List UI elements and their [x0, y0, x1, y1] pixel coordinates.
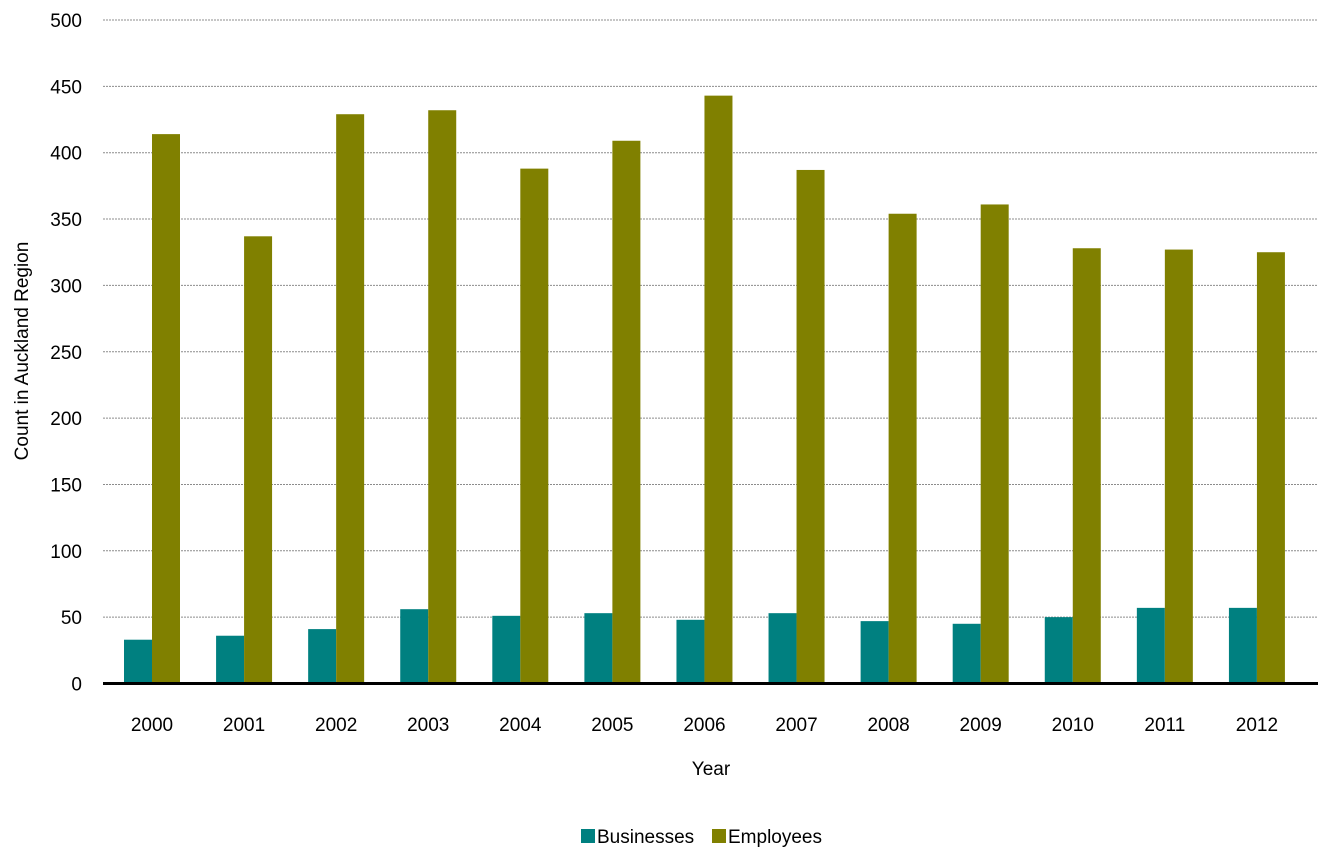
legend-label-businesses: Businesses [597, 827, 694, 848]
y-tick-label: 150 [50, 475, 82, 496]
x-tick-label: 2000 [131, 715, 173, 736]
bar-businesses-2010 [1044, 617, 1073, 684]
bar-businesses-2001 [216, 635, 245, 684]
bar-employees-2009 [980, 204, 1009, 684]
bar-employees-2001 [244, 236, 273, 684]
bar-businesses-2008 [860, 621, 889, 684]
bar-employees-2005 [612, 140, 641, 684]
legend-swatch-employees [712, 829, 726, 843]
bar-businesses-2012 [1228, 607, 1257, 684]
y-axis-title: Count in Auckland Region [12, 242, 33, 461]
bar-businesses-2004 [492, 615, 521, 684]
y-tick-label: 0 [71, 675, 82, 696]
y-tick-label: 100 [50, 542, 82, 563]
bar-employees-2006 [704, 95, 733, 684]
x-tick-label: 2004 [499, 715, 542, 736]
legend-swatch-businesses [581, 829, 595, 843]
bar-employees-2011 [1164, 249, 1193, 684]
y-tick-label: 450 [50, 77, 82, 98]
y-tick-label: 250 [50, 343, 82, 364]
x-tick-label: 2006 [683, 715, 725, 736]
y-tick-label: 50 [61, 608, 82, 629]
x-tick-label: 2003 [407, 715, 449, 736]
legend: Businesses Employees [581, 827, 822, 848]
bar-businesses-2003 [400, 609, 429, 684]
bar-employees-2002 [336, 114, 365, 684]
x-tick-label: 2010 [1052, 715, 1094, 736]
bar-employees-2000 [152, 134, 180, 684]
bar-businesses-2002 [308, 629, 337, 684]
bar-businesses-2009 [952, 623, 981, 684]
bar-businesses-2006 [676, 619, 705, 684]
y-tick-label: 400 [50, 144, 82, 165]
bar-employees-2012 [1256, 252, 1285, 684]
bar-businesses-2007 [768, 613, 797, 684]
x-axis-ticks: 2000 2001 2002 2003 2004 2005 2006 2007 2008 2009… [131, 715, 1278, 736]
bar-businesses-2005 [584, 613, 613, 684]
x-tick-label: 2011 [1144, 715, 1185, 736]
x-tick-label: 2002 [315, 715, 357, 736]
x-axis-title: Year [692, 759, 731, 780]
legend-label-employees: Employees [728, 827, 822, 848]
bars [124, 95, 1285, 684]
bar-employees-2007 [796, 169, 825, 684]
bar-employees-2003 [428, 110, 457, 684]
bar-employees-2004 [520, 168, 549, 684]
bar-businesses-2000 [124, 639, 152, 684]
x-tick-label: 2007 [775, 715, 817, 736]
y-tick-label: 200 [50, 409, 82, 430]
x-tick-label: 2008 [867, 715, 909, 736]
y-axis-ticks: 0 50 100 150 200 250 300 350 400 450 500 [50, 11, 82, 696]
bar-employees-2010 [1072, 248, 1101, 684]
y-tick-label: 500 [50, 11, 82, 32]
bar-employees-2008 [888, 213, 917, 684]
x-tick-label: 2005 [591, 715, 633, 736]
x-tick-label: 2012 [1236, 715, 1278, 736]
bar-businesses-2011 [1136, 607, 1165, 684]
x-tick-label: 2001 [223, 715, 265, 736]
x-tick-label: 2009 [960, 715, 1002, 736]
y-tick-label: 300 [50, 276, 82, 297]
y-tick-label: 350 [50, 210, 82, 231]
